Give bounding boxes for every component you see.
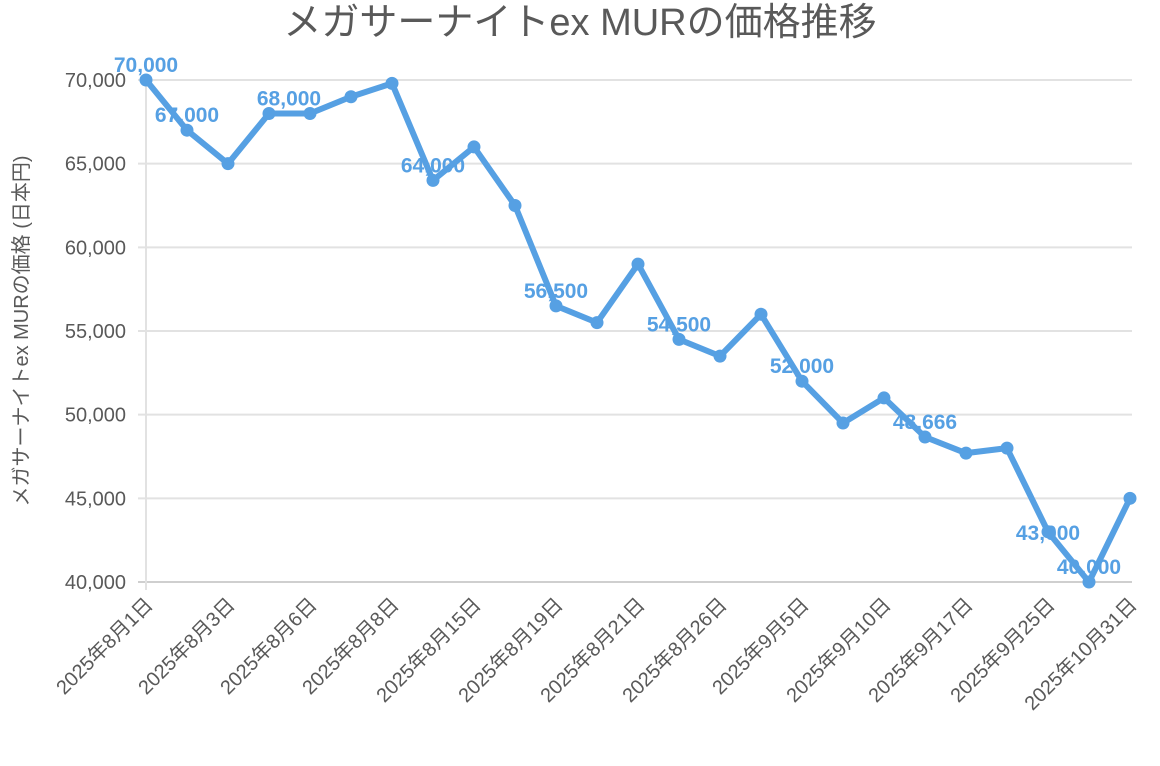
y-tick-label: 45,000 <box>65 488 126 510</box>
y-tick-label: 50,000 <box>65 405 126 427</box>
y-tick-label: 40,000 <box>65 572 126 594</box>
data-point-marker <box>959 446 973 460</box>
data-point-marker <box>713 349 727 363</box>
data-point-marker <box>590 316 604 330</box>
data-point-marker <box>344 90 358 104</box>
data-point-marker <box>467 140 481 154</box>
data-point-marker <box>221 157 235 171</box>
data-point-marker <box>1123 491 1137 505</box>
data-label: 70,000 <box>114 54 178 77</box>
data-point-marker <box>1000 441 1014 455</box>
data-point-marker <box>549 299 563 313</box>
data-point-marker <box>877 391 891 405</box>
y-tick-label: 55,000 <box>65 321 126 343</box>
data-label: 68,000 <box>257 87 321 110</box>
y-tick-label: 60,000 <box>65 237 126 259</box>
data-point-marker <box>631 257 645 271</box>
data-point-marker <box>836 416 850 430</box>
data-point-marker <box>508 199 522 212</box>
data-point-marker <box>1082 575 1096 589</box>
data-point-marker <box>426 173 440 187</box>
data-label: 48,666 <box>893 411 957 434</box>
chart-title: メガサーナイトex MURの価格推移 <box>283 2 877 44</box>
data-label: 52,000 <box>770 355 834 378</box>
data-point-marker <box>180 123 194 137</box>
data-label: 54,500 <box>647 313 711 336</box>
y-tick-label: 65,000 <box>65 154 126 176</box>
data-point-marker <box>303 106 317 120</box>
data-label: 67,000 <box>155 104 219 127</box>
data-point-marker <box>262 106 276 120</box>
data-point-marker <box>795 374 809 388</box>
data-point-marker <box>385 76 399 90</box>
y-axis-title: メガサーナイトex MURの価格 (日本円) <box>10 155 33 506</box>
data-label: 64,000 <box>401 154 465 177</box>
data-point-marker <box>139 73 153 87</box>
data-point-marker <box>1041 525 1055 539</box>
data-point-marker <box>918 430 932 444</box>
data-label: 56,500 <box>524 280 588 303</box>
data-label: 40,000 <box>1057 556 1121 579</box>
data-point-marker <box>754 307 768 321</box>
data-point-marker <box>672 332 686 346</box>
y-tick-label: 70,000 <box>65 70 126 92</box>
data-label: 43,000 <box>1016 522 1080 545</box>
